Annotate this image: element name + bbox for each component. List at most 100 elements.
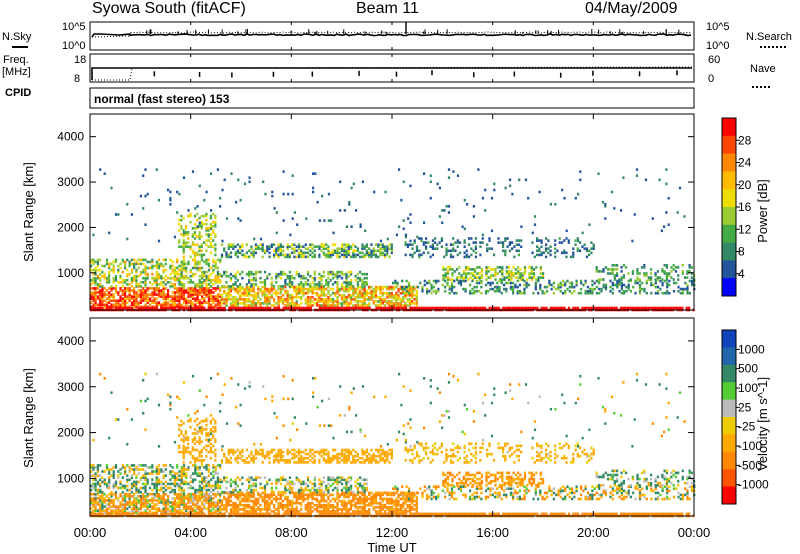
- velocity-cell: [266, 493, 269, 497]
- power-cell: [200, 214, 203, 218]
- power-cell: [232, 243, 235, 246]
- velocity-cell: [96, 464, 99, 467]
- power-cell: [423, 279, 426, 283]
- power-cell: [625, 266, 628, 269]
- power-cell: [334, 274, 337, 278]
- power-cell: [178, 222, 181, 226]
- power-cell: [368, 287, 371, 291]
- power-cell: [644, 178, 648, 182]
- power-cell: [306, 283, 310, 286]
- power-cell: [94, 260, 97, 264]
- velocity-cell: [338, 499, 341, 503]
- power-cell: [661, 283, 664, 287]
- velocity-cell: [164, 507, 167, 510]
- power-cell: [556, 249, 559, 253]
- velocity-cell: [232, 503, 235, 507]
- velocity-cell: [151, 507, 154, 510]
- power-cell: [205, 295, 208, 298]
- velocity-cell: [302, 493, 305, 497]
- power-cell: [241, 306, 244, 310]
- velocity-cell: [173, 492, 176, 496]
- power-cell: [545, 243, 548, 246]
- power-cell: [270, 243, 273, 246]
- power-cell: [157, 276, 161, 280]
- velocity-cell: [198, 480, 201, 484]
- power-cell: [429, 255, 432, 259]
- power-cell: [180, 276, 183, 280]
- velocity-cell: [327, 508, 330, 511]
- velocity-cell: [277, 510, 280, 513]
- power-cell: [194, 260, 197, 264]
- power-cell: [286, 294, 289, 297]
- power-cell: [431, 243, 434, 246]
- power-cell: [201, 301, 204, 304]
- power-cell: [674, 270, 678, 273]
- power-cell: [112, 281, 115, 284]
- velocity-cell: [191, 507, 195, 510]
- power-cell: [683, 215, 686, 218]
- power-cell: [255, 306, 258, 310]
- velocity-cell: [124, 484, 127, 488]
- power-cell: [248, 291, 251, 295]
- velocity-cell: [207, 468, 210, 471]
- power-cell: [383, 253, 387, 257]
- power-cell: [340, 304, 344, 307]
- power-cell: [103, 272, 106, 276]
- power-cell: [374, 249, 378, 253]
- power-cell: [406, 243, 409, 246]
- nave-dip: [676, 70, 678, 76]
- power-cell: [101, 270, 104, 274]
- power-cell: [99, 268, 102, 272]
- power-cell: [108, 266, 111, 270]
- power-cell: [513, 255, 516, 259]
- velocity-cell: [185, 509, 188, 512]
- power-cell: [462, 270, 465, 273]
- power-cell: [112, 297, 115, 300]
- power-cell: [469, 276, 472, 279]
- velocity-cell: [135, 505, 138, 508]
- velocity-cell: [178, 503, 181, 506]
- power-cell: [659, 287, 662, 291]
- power-cell: [343, 298, 346, 301]
- power-cell: [327, 219, 330, 222]
- velocity-cell: [130, 464, 133, 467]
- power-cell: [674, 266, 678, 269]
- velocity-cell: [105, 509, 109, 512]
- power-cell: [176, 190, 179, 194]
- power-cell: [336, 283, 339, 286]
- power-cell: [162, 306, 165, 310]
- velocity-cell: [151, 499, 154, 502]
- power-cell: [259, 281, 262, 284]
- velocity-cell: [101, 509, 104, 512]
- velocity-cell: [189, 480, 192, 484]
- power-cell: [389, 306, 392, 310]
- power-cell: [137, 283, 140, 286]
- power-cell: [178, 303, 181, 307]
- power-cell: [474, 274, 477, 277]
- power-cell: [302, 276, 305, 280]
- power-cell: [182, 301, 186, 304]
- power-cell: [413, 239, 416, 242]
- power-cell: [395, 298, 398, 301]
- power-cell: [407, 283, 411, 287]
- power-cell: [155, 274, 158, 278]
- power-cell: [155, 266, 158, 270]
- power-cell: [220, 298, 224, 301]
- power-cell: [499, 270, 502, 273]
- power-cell: [263, 287, 267, 291]
- velocity-cell: [311, 510, 314, 513]
- velocity-cell: [126, 474, 129, 477]
- power-cell: [355, 306, 358, 310]
- velocity-cell: [94, 492, 97, 496]
- power-cell: [105, 260, 109, 264]
- power-cell: [148, 299, 152, 302]
- velocity-cell: [196, 499, 199, 502]
- power-cell: [142, 268, 145, 272]
- velocity-cell: [210, 501, 213, 504]
- power-cell: [293, 249, 296, 253]
- power-cell: [518, 283, 521, 287]
- power-cell: [219, 205, 222, 208]
- velocity-cell: [117, 497, 120, 500]
- power-cell: [309, 245, 312, 248]
- power-cell: [481, 237, 484, 240]
